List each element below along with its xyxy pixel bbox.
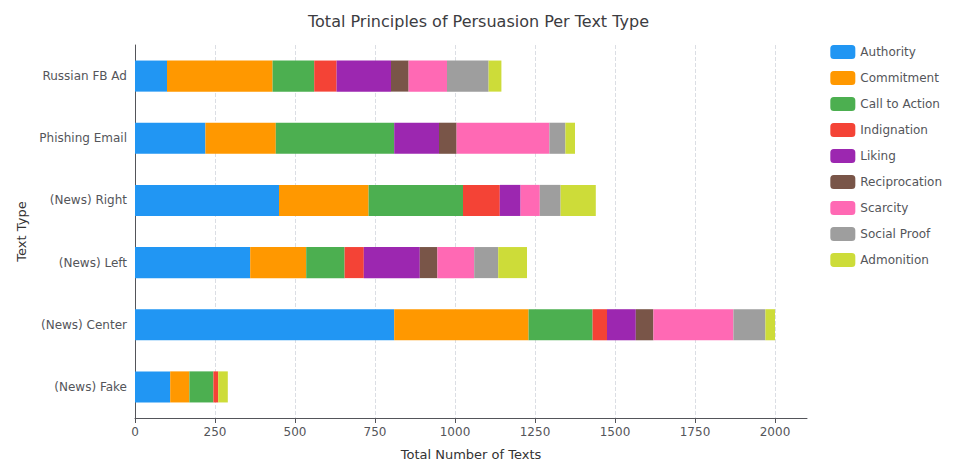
svg-text:Call to Action: Call to Action bbox=[860, 97, 940, 111]
svg-text:(News) Fake: (News) Fake bbox=[54, 380, 127, 394]
svg-text:1750: 1750 bbox=[680, 425, 711, 439]
svg-text:Social Proof: Social Proof bbox=[860, 227, 931, 241]
svg-text:Text Type: Text Type bbox=[14, 201, 29, 262]
svg-text:Commitment: Commitment bbox=[860, 71, 939, 85]
svg-text:Total Principles of Persuasion: Total Principles of Persuasion Per Text … bbox=[307, 12, 649, 31]
svg-text:Liking: Liking bbox=[860, 149, 896, 163]
svg-text:(News) Center: (News) Center bbox=[41, 318, 127, 332]
svg-text:Admonition: Admonition bbox=[860, 253, 929, 267]
svg-text:Indignation: Indignation bbox=[860, 123, 928, 137]
svg-text:(News) Right: (News) Right bbox=[50, 193, 127, 207]
svg-text:(News) Left: (News) Left bbox=[59, 256, 127, 270]
svg-text:1250: 1250 bbox=[520, 425, 551, 439]
svg-text:Total Number of Texts: Total Number of Texts bbox=[400, 447, 542, 462]
svg-text:0: 0 bbox=[131, 425, 139, 439]
svg-text:1000: 1000 bbox=[440, 425, 471, 439]
svg-text:Authority: Authority bbox=[860, 45, 916, 59]
svg-text:Scarcity: Scarcity bbox=[860, 201, 908, 215]
svg-text:500: 500 bbox=[284, 425, 307, 439]
svg-text:250: 250 bbox=[204, 425, 227, 439]
svg-text:1500: 1500 bbox=[600, 425, 631, 439]
svg-text:2000: 2000 bbox=[760, 425, 791, 439]
svg-text:Russian FB Ad: Russian FB Ad bbox=[42, 69, 127, 83]
svg-text:Phishing Email: Phishing Email bbox=[39, 131, 127, 145]
svg-text:Reciprocation: Reciprocation bbox=[860, 175, 942, 189]
svg-text:750: 750 bbox=[364, 425, 387, 439]
